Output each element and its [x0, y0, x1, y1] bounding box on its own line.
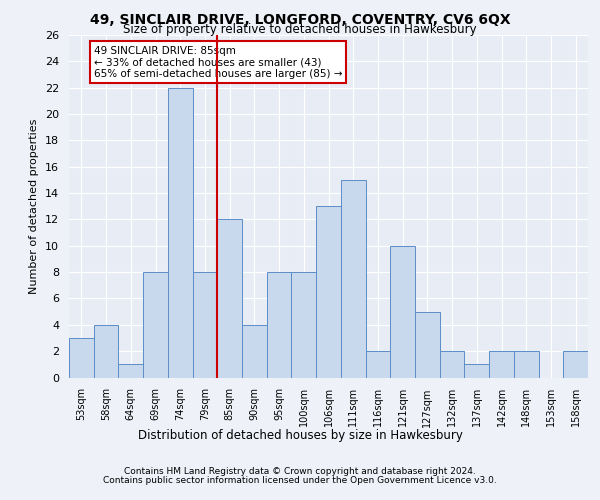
- Bar: [217, 220, 242, 378]
- Text: 49 SINCLAIR DRIVE: 85sqm
← 33% of detached houses are smaller (43)
65% of semi-d: 49 SINCLAIR DRIVE: 85sqm ← 33% of detach…: [94, 46, 342, 78]
- Bar: [464, 364, 489, 378]
- Bar: [489, 351, 514, 378]
- Bar: [193, 272, 217, 378]
- Bar: [390, 246, 415, 378]
- Bar: [365, 351, 390, 378]
- Bar: [118, 364, 143, 378]
- Text: 49, SINCLAIR DRIVE, LONGFORD, COVENTRY, CV6 6QX: 49, SINCLAIR DRIVE, LONGFORD, COVENTRY, …: [89, 12, 511, 26]
- Text: Distribution of detached houses by size in Hawkesbury: Distribution of detached houses by size …: [137, 430, 463, 442]
- Bar: [242, 325, 267, 378]
- Bar: [168, 88, 193, 378]
- Text: Size of property relative to detached houses in Hawkesbury: Size of property relative to detached ho…: [123, 24, 477, 36]
- Bar: [514, 351, 539, 378]
- Bar: [415, 312, 440, 378]
- Bar: [143, 272, 168, 378]
- Y-axis label: Number of detached properties: Number of detached properties: [29, 118, 40, 294]
- Bar: [267, 272, 292, 378]
- Bar: [440, 351, 464, 378]
- Bar: [316, 206, 341, 378]
- Bar: [94, 325, 118, 378]
- Bar: [292, 272, 316, 378]
- Bar: [563, 351, 588, 378]
- Text: Contains HM Land Registry data © Crown copyright and database right 2024.: Contains HM Land Registry data © Crown c…: [124, 467, 476, 476]
- Bar: [69, 338, 94, 378]
- Bar: [341, 180, 365, 378]
- Text: Contains public sector information licensed under the Open Government Licence v3: Contains public sector information licen…: [103, 476, 497, 485]
